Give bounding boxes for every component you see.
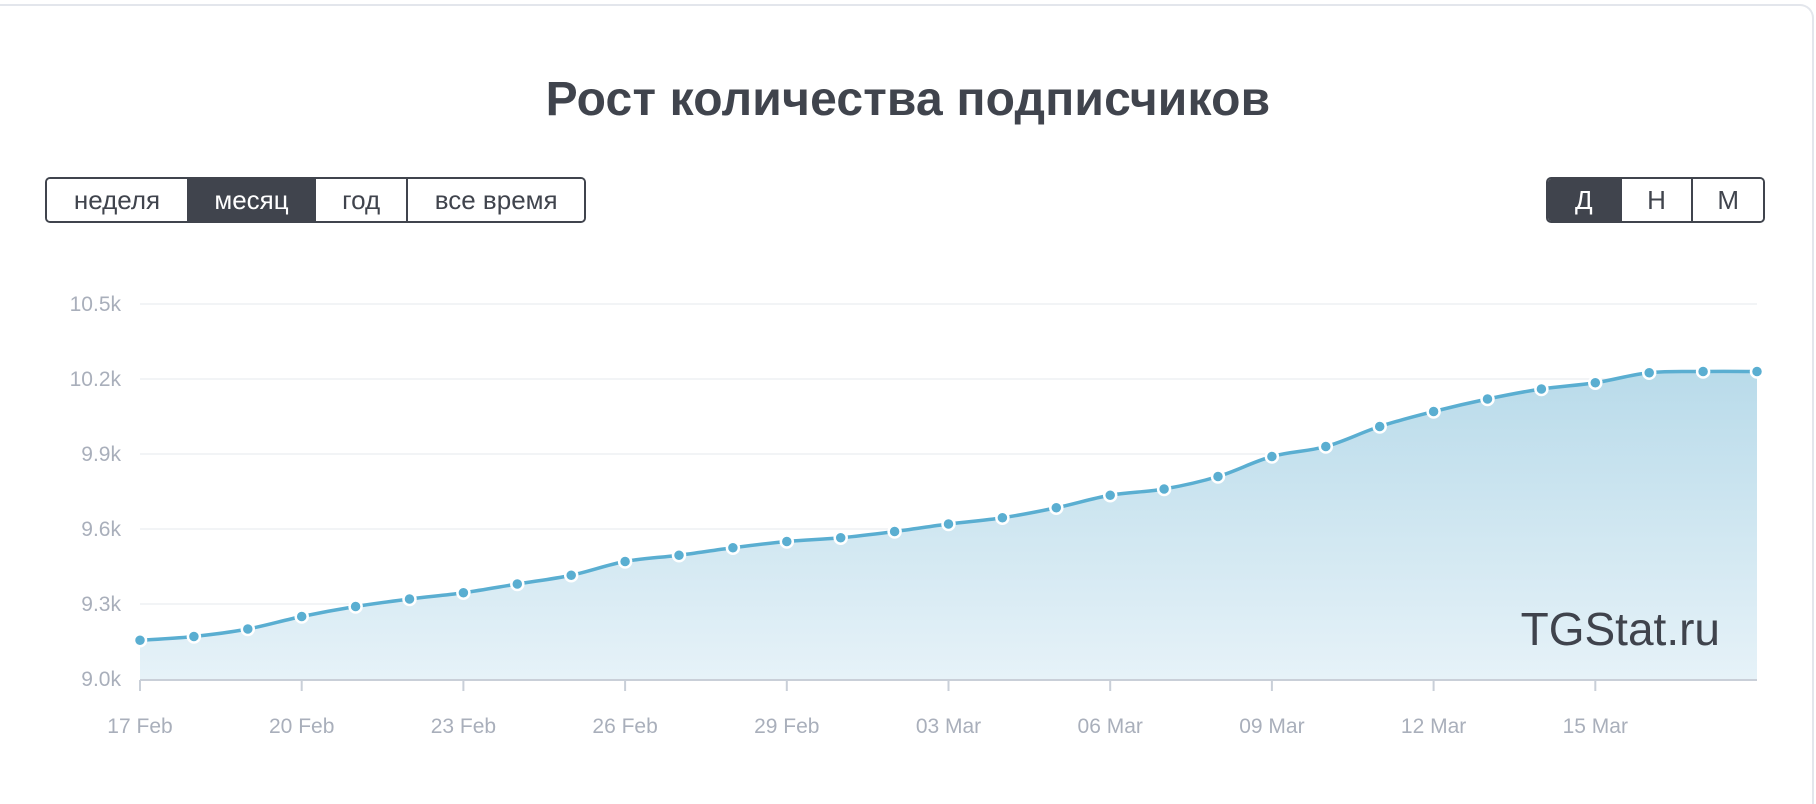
data-point[interactable] — [1102, 488, 1118, 503]
watermark-text: TGStat.ru — [1521, 603, 1720, 655]
x-tick-label: 29 Feb — [754, 715, 819, 738]
chart-title: Рост количества подписчиков — [545, 73, 1271, 126]
data-point[interactable] — [1534, 381, 1549, 397]
y-tick-label: 9.0k — [81, 668, 121, 691]
y-tick-label: 10.5k — [70, 293, 122, 316]
data-point[interactable] — [1264, 449, 1280, 464]
interval-day-button[interactable]: Д — [1548, 179, 1620, 221]
period-month-button[interactable]: месяц — [186, 179, 315, 221]
y-tick-label: 9.6k — [81, 518, 121, 541]
data-point[interactable] — [1695, 364, 1711, 379]
data-point[interactable] — [725, 540, 741, 555]
data-point[interactable] — [240, 621, 256, 637]
data-point[interactable] — [1210, 469, 1226, 484]
y-tick-label: 10.2k — [70, 368, 122, 391]
interval-week-button[interactable]: Н — [1619, 179, 1692, 221]
data-point[interactable] — [671, 548, 687, 563]
data-point[interactable] — [1156, 481, 1172, 497]
x-axis: 17 Feb 20 Feb 23 Feb 26 Feb 29 Feb 03 Mar 06 M… — [107, 679, 1757, 738]
data-point[interactable] — [617, 554, 633, 569]
period-year-button[interactable]: год — [314, 179, 407, 221]
data-point[interactable] — [1049, 500, 1064, 515]
points-layer — [132, 364, 1765, 648]
data-point[interactable] — [1641, 365, 1657, 380]
x-tick-label: 23 Feb — [431, 715, 496, 738]
data-point[interactable] — [456, 585, 471, 600]
data-point[interactable] — [132, 633, 148, 648]
y-tick-label: 9.3k — [81, 593, 121, 616]
period-selector: неделя месяц год все время — [45, 177, 586, 223]
interval-selector: Д Н М — [1546, 177, 1765, 223]
data-point[interactable] — [887, 524, 902, 539]
interval-month-button[interactable]: М — [1691, 179, 1763, 221]
period-week-button[interactable]: неделя — [47, 179, 187, 221]
x-tick-label: 03 Mar — [916, 715, 981, 738]
data-point[interactable] — [1426, 404, 1441, 419]
data-point[interactable] — [833, 530, 848, 545]
x-tick-label: 06 Mar — [1078, 715, 1143, 738]
data-point[interactable] — [1749, 364, 1765, 379]
x-tick-label: 15 Mar — [1563, 715, 1628, 738]
data-point[interactable] — [1318, 439, 1334, 454]
data-point[interactable] — [402, 591, 417, 607]
data-point[interactable] — [941, 516, 956, 532]
data-point[interactable] — [510, 576, 525, 592]
data-point[interactable] — [294, 609, 309, 624]
x-tick-label: 20 Feb — [269, 715, 334, 738]
data-point[interactable] — [186, 629, 202, 644]
data-point[interactable] — [1588, 375, 1603, 390]
data-point[interactable] — [348, 599, 363, 614]
data-point[interactable] — [1480, 391, 1495, 407]
data-point[interactable] — [779, 534, 795, 549]
data-point[interactable] — [1372, 419, 1387, 434]
period-all-time-button[interactable]: все время — [406, 179, 584, 221]
x-tick-label: 17 Feb — [107, 715, 172, 738]
data-point[interactable] — [995, 510, 1010, 525]
x-tick-label: 09 Mar — [1239, 715, 1304, 738]
x-tick-label: 26 Feb — [592, 715, 657, 738]
x-tick-label: 12 Mar — [1401, 715, 1466, 738]
data-point[interactable] — [563, 568, 579, 583]
y-tick-label: 9.9k — [81, 443, 121, 466]
